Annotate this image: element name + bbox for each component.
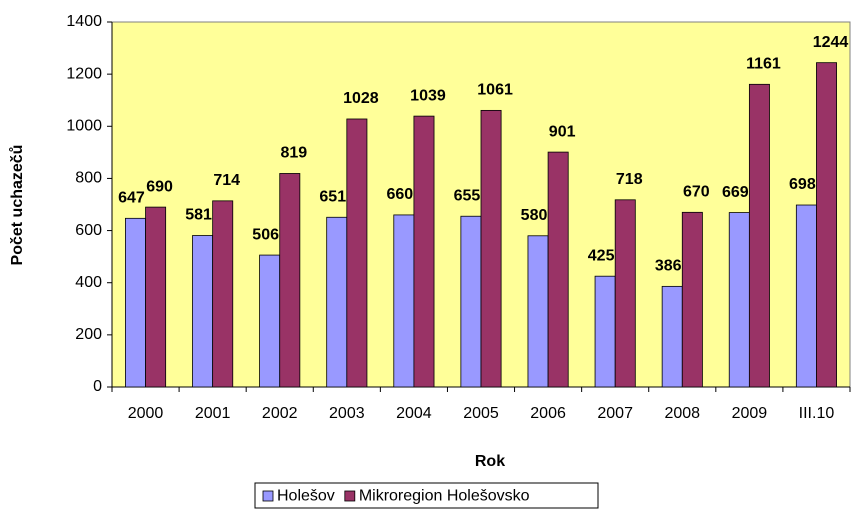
data-label: 1039 (410, 87, 446, 104)
bar (326, 216, 348, 388)
bar (748, 83, 770, 388)
data-label: 1244 (813, 34, 849, 51)
data-label: 714 (213, 172, 240, 189)
y-tick-label: 0 (93, 378, 102, 395)
x-tick-label: 2003 (329, 405, 365, 422)
data-label: 1161 (746, 56, 781, 73)
y-tick-label: 1000 (66, 118, 102, 135)
bar (547, 151, 569, 388)
bar (346, 118, 368, 388)
x-tick-label: 2007 (597, 405, 633, 422)
data-label: 690 (146, 178, 173, 195)
x-axis-title: Rok (475, 453, 505, 470)
bar (393, 214, 415, 388)
x-tick-label: 2002 (262, 405, 298, 422)
data-label: 660 (386, 186, 413, 203)
x-tick-label: 2006 (530, 405, 566, 422)
y-axis-title: Počet uchazečů (9, 145, 26, 266)
x-tick-label: 2001 (195, 405, 231, 422)
data-label: 647 (118, 190, 145, 207)
data-label: 698 (789, 176, 816, 193)
y-tick-label: 200 (75, 326, 102, 343)
bar (413, 115, 435, 388)
y-tick-label: 1200 (66, 65, 102, 82)
bar (279, 173, 301, 388)
bar (816, 62, 837, 388)
data-label: 425 (588, 247, 615, 264)
legend-swatch (262, 490, 274, 502)
bar (145, 206, 167, 388)
y-tick-label: 400 (75, 274, 102, 291)
data-label: 655 (454, 187, 481, 204)
data-label: 670 (683, 184, 710, 201)
bar (728, 212, 750, 388)
x-tick-label: 2004 (396, 405, 432, 422)
data-label: 1061 (477, 82, 513, 99)
data-label: 581 (185, 207, 212, 224)
data-label: 1028 (343, 90, 379, 107)
legend-box (254, 482, 599, 509)
bar (460, 215, 482, 388)
x-tick-label: 2008 (664, 405, 700, 422)
bar (192, 235, 214, 388)
data-label: 506 (252, 226, 279, 243)
x-tick-label: 2009 (732, 405, 768, 422)
bar (594, 275, 616, 388)
bar (681, 211, 703, 388)
data-label: 718 (616, 171, 643, 188)
data-label: 386 (655, 258, 682, 275)
x-tick-label: III.10 (799, 405, 835, 422)
bar (527, 235, 549, 388)
legend-label: Mikroregion Holešovsko (359, 488, 530, 505)
x-tick-label: 2000 (128, 405, 164, 422)
bar (259, 254, 281, 388)
legend-label: Holešov (277, 488, 335, 505)
data-label: 651 (319, 188, 346, 205)
bar (795, 204, 817, 388)
data-label: 901 (549, 123, 576, 140)
bar (614, 199, 636, 388)
bar (212, 200, 234, 388)
data-label: 669 (722, 184, 749, 201)
bar (125, 217, 146, 388)
x-tick-label: 2005 (463, 405, 499, 422)
data-label: 819 (280, 145, 307, 162)
bar (661, 285, 683, 388)
y-tick-label: 600 (75, 222, 102, 239)
bar (480, 109, 502, 388)
legend-swatch (344, 490, 356, 502)
data-label: 580 (521, 207, 548, 224)
y-tick-label: 800 (75, 170, 102, 187)
y-tick-label: 1400 (66, 13, 102, 30)
